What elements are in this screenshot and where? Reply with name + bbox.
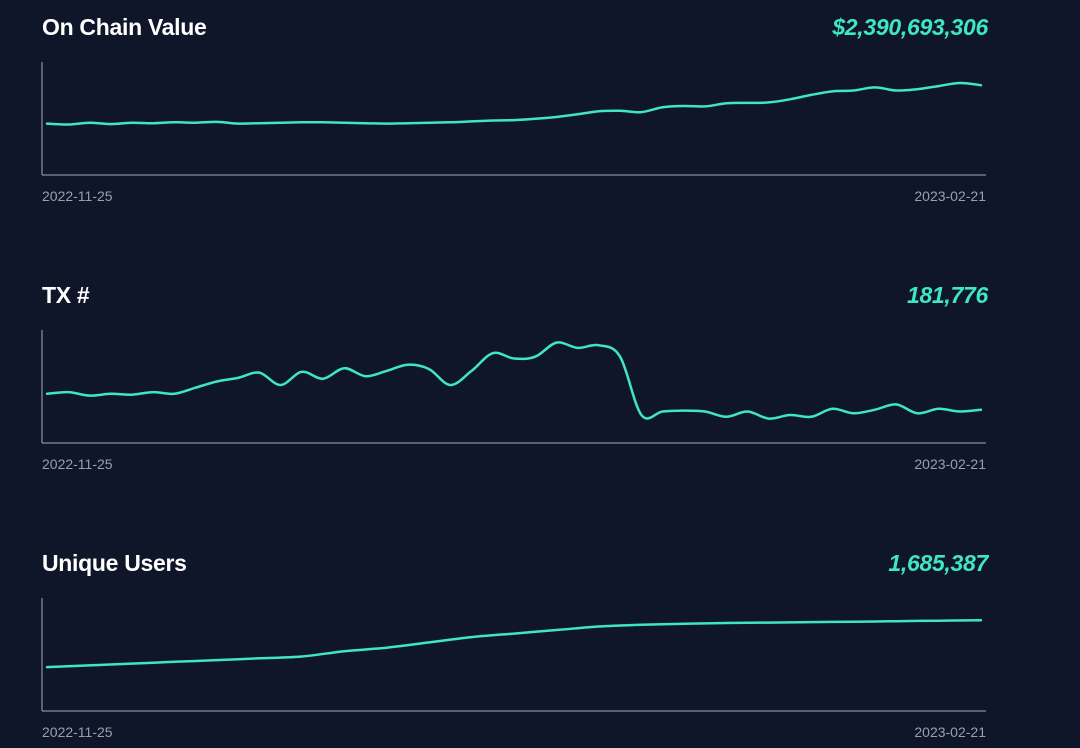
chart-svg [41,62,986,176]
headline-value: 1,685,387 [888,550,988,576]
x-tick-label-end: 2023-02-21 [914,188,986,204]
chart-panel-tx-count: TX # 181,776 2022-11-25 2023-02-21 [0,268,1080,488]
chart-title: Unique Users [42,550,187,576]
headline-value: 181,776 [906,282,988,308]
series-line [45,619,983,669]
x-tick-label-end: 2023-02-21 [914,456,986,472]
chart-panel-on-chain-value: On Chain Value $2,390,693,306 2022-11-25… [0,0,1080,220]
x-tick-label-start: 2022-11-25 [42,456,113,472]
headline-value: $2,390,693,306 [832,14,988,40]
series-line [45,341,983,420]
chart-title: TX # [42,282,90,308]
x-tick-label-start: 2022-11-25 [42,188,113,204]
chart-title: On Chain Value [42,14,207,40]
x-tick-label-end: 2023-02-21 [914,724,986,740]
series-line [45,81,983,126]
chart-svg [41,330,986,444]
x-tick-label-start: 2022-11-25 [42,724,113,740]
chart-svg [41,598,986,712]
chart-panel-unique-users: Unique Users 1,685,387 2022-11-25 2023-0… [0,536,1080,748]
